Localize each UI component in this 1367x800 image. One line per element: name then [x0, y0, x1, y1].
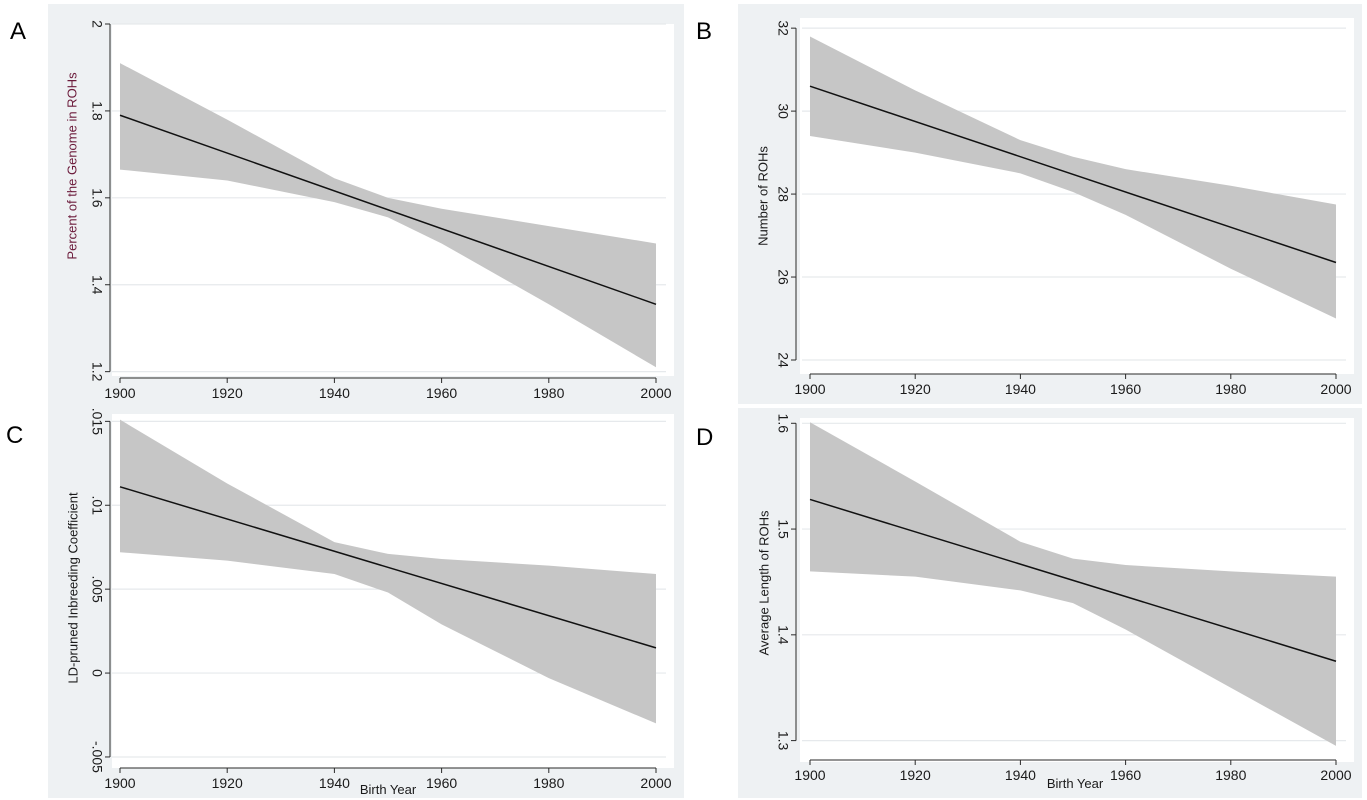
y-tick-label-b-2: 28	[775, 186, 791, 202]
panel-letter-a: A	[10, 18, 27, 45]
x-tick-label-c-4: 1980	[533, 775, 564, 791]
confidence-band-b	[810, 36, 1336, 319]
x-tick-label-b-0: 1900	[794, 381, 825, 397]
confidence-band-d	[810, 422, 1336, 746]
x-tick-label-d-3: 1960	[1110, 767, 1141, 783]
y-tick-label-b-0: 24	[775, 352, 791, 368]
y-tick-label-d-0: 1.3	[775, 731, 791, 751]
x-tick-label-c-0: 1900	[104, 775, 135, 791]
x-axis-title-d: Birth Year	[1046, 776, 1104, 791]
chart-panel-b: Number of ROHs 24 26 28 30 32 1900 1920 1940 196…	[738, 4, 1362, 404]
x-tick-label-d-1: 1920	[900, 767, 931, 783]
chart-svg-a: 1.2 1.4 1.6 1.8 2 1900 1920 1940 1960 1980 2000	[89, 20, 671, 401]
x-tick-label-c-3: 1960	[426, 775, 457, 791]
chart-panel-d: Average Length of ROHs Birth Year 1.3 1.4…	[738, 408, 1362, 798]
x-tick-label-a-3: 1960	[426, 385, 457, 401]
x-tick-label-a-5: 2000	[640, 385, 671, 401]
y-tick-label-a-4: 2	[89, 20, 105, 28]
x-tick-label-d-2: 1940	[1005, 767, 1036, 783]
y-tick-label-a-3: 1.8	[89, 101, 105, 121]
x-tick-label-d-0: 1900	[794, 767, 825, 783]
x-tick-label-d-5: 2000	[1320, 767, 1351, 783]
y-tick-label-c-0: -.005	[89, 741, 105, 773]
y-tick-label-d-2: 1.5	[775, 519, 791, 539]
y-tick-label-d-3: 1.6	[775, 414, 791, 434]
y-tick-label-d-1: 1.4	[775, 625, 791, 645]
fitted-line-c	[119, 486, 657, 649]
panel-letter-d: D	[696, 424, 714, 451]
chart-panel-a: Percent of the Genome in ROHs 1.2 1.4 1.6 1…	[48, 4, 684, 412]
confidence-band-c	[120, 419, 656, 724]
chart-panel-c: LD-pruned Inbreeding Coefficient Birth Y…	[48, 408, 684, 798]
x-tick-label-b-3: 1960	[1110, 381, 1141, 397]
fitted-line-b	[809, 85, 1337, 264]
y-tick-label-a-0: 1.2	[89, 362, 105, 382]
y-tick-label-a-2: 1.6	[89, 188, 105, 208]
x-tick-label-a-0: 1900	[104, 385, 135, 401]
confidence-band-a	[120, 63, 656, 368]
y-tick-label-c-2: .005	[89, 576, 105, 603]
x-tick-label-c-5: 2000	[640, 775, 671, 791]
x-tick-label-b-2: 1940	[1005, 381, 1036, 397]
y-tick-label-c-4: .015	[89, 408, 105, 435]
panel-letter-b: B	[696, 18, 713, 45]
chart-svg-d: 1.3 1.4 1.5 1.6 1900 1920 1940 1960 1980 2000	[775, 414, 1351, 783]
x-tick-label-b-4: 1980	[1215, 381, 1246, 397]
chart-svg-b: 24 26 28 30 32 1900 1920 1940 1960 1980 2000	[775, 20, 1351, 397]
x-tick-label-a-1: 1920	[212, 385, 243, 401]
x-tick-label-b-1: 1920	[900, 381, 931, 397]
x-tick-label-c-2: 1940	[319, 775, 350, 791]
x-tick-label-a-2: 1940	[319, 385, 350, 401]
y-tick-label-b-4: 32	[775, 20, 791, 36]
y-tick-label-b-3: 30	[775, 103, 791, 119]
x-tick-label-b-5: 2000	[1320, 381, 1351, 397]
fitted-line-a	[119, 114, 657, 306]
y-tick-label-a-1: 1.4	[89, 275, 105, 295]
chart-svg-c: -.005 0 .005 .01 .015 1900 1920 1940 1960 1980 200…	[89, 408, 671, 791]
x-tick-label-d-4: 1980	[1215, 767, 1246, 783]
fitted-line-d	[809, 498, 1337, 662]
x-tick-label-c-1: 1920	[212, 775, 243, 791]
y-tick-label-c-1: 0	[89, 669, 105, 677]
x-tick-label-a-4: 1980	[533, 385, 564, 401]
y-tick-label-b-1: 26	[775, 269, 791, 285]
panel-letter-c: C	[6, 422, 24, 449]
x-axis-title-c: Birth Year	[359, 782, 417, 797]
y-tick-label-c-3: .01	[89, 496, 105, 516]
